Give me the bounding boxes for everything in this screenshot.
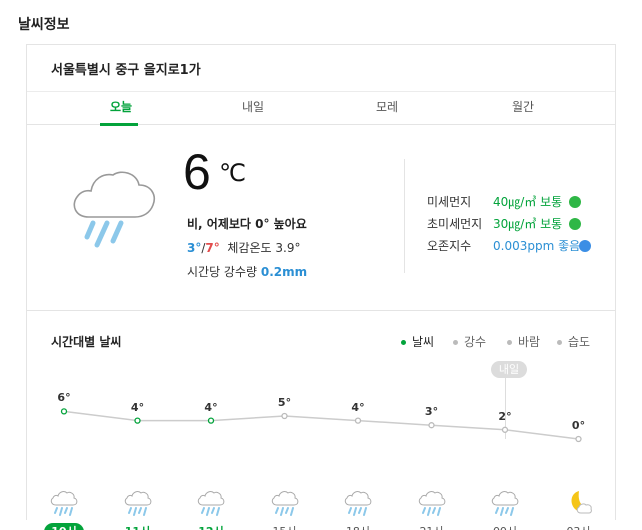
air-label: 오존지수 — [427, 239, 472, 253]
legend-label: 날씨 — [412, 335, 435, 349]
tomorrow-badge: 내일 — [491, 361, 527, 378]
legend-dot — [507, 340, 512, 345]
legend-dot — [557, 340, 562, 345]
tab-today[interactable]: 오늘 — [61, 92, 181, 126]
legend-label: 바람 — [518, 335, 541, 349]
temp-line — [63, 410, 579, 440]
weather-description: 비, 어제보다 0° 높아요 — [187, 217, 307, 231]
hour-time-label[interactable]: 18시 — [338, 523, 378, 530]
tab-today-label: 오늘 — [109, 100, 133, 114]
feels-value: 3.9° — [275, 241, 301, 255]
hour-time-label[interactable]: 00시 — [485, 523, 525, 530]
temp-unit: ℃ — [219, 159, 246, 187]
legend-wind[interactable]: 바람 — [507, 333, 540, 350]
min-max-feels: 3°/7° 체감온도 3.9° — [187, 239, 301, 256]
air-value: 40㎍/㎥ 보통 — [493, 195, 563, 209]
tomorrow-divider — [505, 371, 506, 439]
legend-label: 강수 — [464, 335, 487, 349]
temp-point — [354, 417, 362, 424]
moon-cloud-icon — [571, 491, 592, 514]
air-value: 30㎍/㎥ 보통 — [493, 217, 563, 231]
hour-time-label[interactable]: 15시 — [265, 523, 305, 530]
hour-temp-label: 6° — [57, 391, 71, 405]
day-tabs: 오늘 내일 모레 월간 — [27, 91, 615, 126]
location-name: 서울특별시 중구 을지로1가 — [51, 63, 201, 78]
tab-monthly[interactable]: 월간 — [463, 92, 583, 125]
min-temp: 3° — [187, 241, 202, 255]
hour-temp-label: 4° — [130, 400, 145, 414]
legend-dot — [453, 340, 458, 345]
hour-temp-label: 0° — [571, 419, 586, 432]
hour-time-label[interactable]: 11시 — [118, 523, 158, 530]
rain-cloud-icon — [73, 171, 155, 248]
current-temp: 6 — [183, 144, 211, 200]
rain-cloud-icon — [50, 491, 78, 516]
legend-dot — [401, 340, 406, 345]
air-label: 미세먼지 — [427, 195, 472, 209]
legend-precip[interactable]: 강수 — [453, 333, 486, 350]
hour-temp-label: 3° — [424, 405, 439, 419]
temp-point — [428, 422, 435, 429]
rain-label: 시간당 강수량 — [187, 265, 258, 279]
hour-time-label[interactable]: 10시 — [44, 523, 84, 530]
tab-day-after[interactable]: 모레 — [327, 92, 447, 125]
page-title: 날씨정보 — [18, 17, 70, 33]
smile-face-icon — [569, 218, 581, 230]
hourly-title: 시간대별 날씨 — [51, 335, 122, 349]
temp-point — [134, 417, 141, 424]
rain-value: 0.2mm — [260, 265, 308, 279]
tab-tomorrow[interactable]: 내일 — [193, 92, 313, 125]
rain-rate: 시간당 강수량 0.2mm — [187, 263, 307, 280]
legend-humidity[interactable]: 습도 — [557, 333, 590, 350]
rain-cloud-icon — [197, 491, 225, 516]
rain-cloud-icon — [271, 491, 298, 516]
hour-time-label[interactable]: 12시 — [191, 523, 231, 530]
tab-tomorrow-label: 내일 — [241, 100, 265, 114]
temp-slash: / — [201, 241, 206, 255]
smile-face-icon — [579, 240, 591, 252]
rain-cloud-icon — [418, 491, 445, 516]
hour-time-label[interactable]: 21시 — [412, 523, 452, 530]
hourly-temp-graph — [60, 408, 582, 443]
temp-point — [207, 417, 215, 424]
temp-point — [575, 435, 582, 443]
legend-weather[interactable]: 날씨 — [401, 333, 434, 350]
feels-label: 체감온도 — [227, 241, 272, 255]
hourly-weather: 시간대별 날씨 날씨 강수 바람 습도 내일 6° 10시 4° 11시 4° 12시 5°… — [27, 311, 615, 530]
tab-monthly-label: 월간 — [511, 100, 535, 114]
divider — [404, 159, 405, 273]
hour-time-label[interactable]: 03시 — [559, 523, 599, 530]
temp-point — [501, 426, 509, 433]
hour-temp-label: 4° — [204, 400, 218, 414]
air-label: 초미세먼지 — [427, 217, 483, 231]
smile-face-icon — [569, 196, 581, 208]
max-temp: 7° — [205, 241, 220, 255]
temp-point — [281, 412, 288, 420]
rain-cloud-icon — [124, 491, 151, 516]
hour-temp-label: 5° — [277, 396, 292, 409]
current-weather: 6 ℃ 비, 어제보다 0° 높아요 3°/7° 체감온도 3.9° 시간당 강… — [27, 125, 615, 311]
hour-temp-label: 2° — [498, 409, 512, 423]
tab-active-underline — [100, 123, 138, 126]
hour-temp-label: 4° — [351, 400, 365, 414]
rain-cloud-icon — [344, 491, 372, 516]
tab-day-after-label: 모레 — [375, 100, 399, 114]
weather-card: 서울특별시 중구 을지로1가 오늘 내일 모레 월간 6 ℃ 비, 어제보다 0… — [26, 44, 616, 530]
air-value: 0.003ppm 좋음 — [493, 239, 581, 253]
legend-label: 습도 — [568, 335, 591, 349]
rain-cloud-icon — [491, 491, 519, 516]
temp-point — [60, 408, 68, 415]
